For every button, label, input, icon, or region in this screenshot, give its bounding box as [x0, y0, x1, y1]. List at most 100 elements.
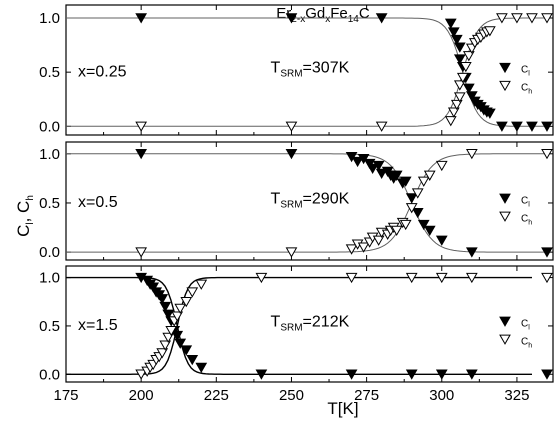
data-point-ch — [171, 311, 184, 322]
tsrm-label: TSRM=307K — [271, 60, 350, 80]
data-point-cl — [411, 208, 424, 219]
y-tick-label: 0.0 — [39, 366, 60, 383]
data-point-cl — [435, 235, 448, 246]
data-point-cl — [450, 34, 463, 46]
data-point-ch — [174, 303, 187, 315]
data-point-cl — [453, 54, 466, 65]
y-tick-label: 0.0 — [39, 118, 60, 135]
data-point-cl — [465, 369, 478, 380]
plot-frame — [65, 4, 554, 136]
data-point-cl — [417, 219, 430, 231]
data-point-cl — [135, 149, 148, 160]
data-point-cl — [511, 121, 523, 132]
data-point-cl — [462, 83, 475, 94]
legend-marker-cl — [499, 193, 511, 204]
data-point-cl — [541, 121, 553, 132]
x-tick-label: 300 — [429, 387, 454, 404]
data-point-cl — [156, 294, 169, 305]
legend-label-ch: Ch — [521, 213, 532, 226]
data-point-cl — [484, 108, 496, 119]
data-point-cl — [405, 369, 418, 380]
data-point-cl — [423, 225, 436, 237]
y-tick-label: 1.0 — [39, 146, 60, 163]
data-point-ch — [135, 121, 148, 132]
data-point-cl — [180, 345, 193, 356]
panel-2: 0.0 0.5 1.0 x=0.5 TSRM=290K Cl Ch — [39, 141, 554, 261]
x-axis-title: T[K] — [327, 399, 358, 418]
fit-curve-ch — [66, 17, 547, 127]
data-point-ch — [541, 272, 553, 284]
tsrm-label: TSRM=290K — [271, 190, 350, 210]
data-point-cl — [345, 152, 358, 163]
x-tick-label: 250 — [279, 387, 304, 404]
x-tick-label: 175 — [53, 387, 78, 404]
data-point-ch — [462, 51, 475, 62]
data-point-ch — [435, 272, 448, 284]
plot-frame — [65, 265, 554, 383]
data-point-cl — [171, 330, 184, 342]
fit-curve-ch — [66, 153, 547, 253]
data-point-ch — [450, 99, 463, 111]
data-point-cl — [363, 158, 376, 170]
data-point-cl — [255, 369, 268, 380]
data-point-ch — [135, 369, 148, 380]
data-point-cl — [541, 247, 553, 258]
data-point-ch — [162, 332, 175, 344]
legend-marker-cl — [499, 62, 511, 74]
x-tick-label: 225 — [204, 387, 229, 404]
data-point-cl — [435, 369, 448, 380]
data-point-cl — [135, 13, 148, 24]
legend-marker-cl — [499, 316, 511, 327]
data-point-ch — [399, 219, 412, 231]
data-point-cl — [195, 362, 208, 374]
data-point-cl — [285, 149, 298, 160]
data-point-cl — [496, 121, 508, 132]
data-point-ch — [345, 244, 358, 255]
legend-label-ch: Ch — [521, 83, 532, 96]
data-point-ch — [390, 225, 403, 237]
data-point-cl — [162, 309, 175, 320]
panels: 0.0 0.5 1.0 x=0.25 TSRM=307K Cl Ch 0.0 0.5 1.0 x=0… — [39, 4, 554, 404]
y-axis-title: Cl, Ch — [14, 195, 36, 237]
data-point-cl — [465, 91, 478, 102]
legend-label-cl: Cl — [521, 318, 530, 331]
y-tick-label: 1.0 — [39, 270, 60, 287]
data-point-ch — [255, 272, 268, 284]
data-point-ch — [285, 121, 298, 132]
data-point-ch — [186, 287, 199, 298]
data-point-cl — [447, 27, 460, 38]
data-point-ch — [285, 247, 298, 258]
x-tick-label: 275 — [354, 387, 379, 404]
data-point-cl — [465, 247, 478, 258]
data-point-ch — [447, 107, 460, 118]
data-point-cl — [375, 13, 388, 24]
composition-label: x=0.5 — [78, 194, 118, 211]
legend-marker-ch — [499, 334, 511, 345]
data-point-ch — [375, 121, 388, 132]
data-point-cl — [399, 176, 412, 187]
data-point-ch — [405, 272, 418, 284]
composition-label: x=0.25 — [78, 64, 127, 81]
data-point-ch — [444, 116, 457, 127]
data-point-ch — [484, 26, 496, 37]
data-point-cl — [351, 156, 364, 168]
fit-curve-cl — [66, 153, 547, 253]
y-tick-label: 0.5 — [39, 64, 60, 81]
data-point-cl — [405, 193, 418, 204]
legend-label-cl: Cl — [521, 65, 530, 78]
data-point-ch — [496, 13, 508, 24]
data-point-ch — [159, 340, 172, 351]
data-point-ch — [405, 203, 418, 214]
data-point-ch — [423, 170, 436, 181]
y-tick-label: 1.0 — [39, 10, 60, 27]
data-point-cl — [372, 160, 385, 172]
data-point-ch — [357, 242, 370, 253]
legend-label-cl: Cl — [521, 195, 530, 208]
data-point-cl — [390, 170, 403, 181]
data-point-ch — [435, 160, 448, 172]
tsrm-label: TSRM=212K — [271, 313, 350, 333]
data-point-cl — [174, 338, 187, 349]
data-point-ch — [526, 13, 538, 24]
data-point-cl — [285, 13, 298, 24]
